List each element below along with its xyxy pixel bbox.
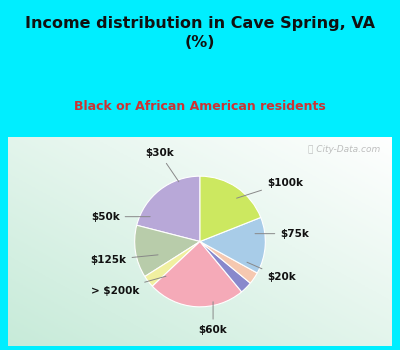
Text: $30k: $30k — [145, 148, 179, 182]
Text: > $200k: > $200k — [91, 276, 166, 295]
Wedge shape — [200, 241, 250, 292]
Wedge shape — [145, 241, 200, 286]
Text: $75k: $75k — [255, 229, 309, 239]
Wedge shape — [137, 176, 200, 242]
Text: $50k: $50k — [91, 212, 150, 222]
Wedge shape — [152, 241, 242, 307]
Text: $125k: $125k — [90, 255, 158, 265]
Wedge shape — [135, 225, 200, 276]
Text: $60k: $60k — [199, 302, 228, 335]
Text: ⓘ City-Data.com: ⓘ City-Data.com — [308, 145, 380, 154]
Wedge shape — [200, 176, 261, 242]
Text: Income distribution in Cave Spring, VA
(%): Income distribution in Cave Spring, VA (… — [25, 16, 375, 50]
Text: $20k: $20k — [247, 262, 296, 282]
Wedge shape — [200, 217, 265, 273]
Text: Black or African American residents: Black or African American residents — [74, 100, 326, 113]
Wedge shape — [200, 241, 257, 283]
Text: $100k: $100k — [237, 178, 303, 198]
